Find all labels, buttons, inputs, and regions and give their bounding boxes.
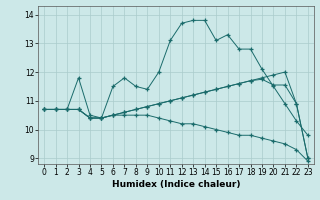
X-axis label: Humidex (Indice chaleur): Humidex (Indice chaleur) [112, 180, 240, 189]
